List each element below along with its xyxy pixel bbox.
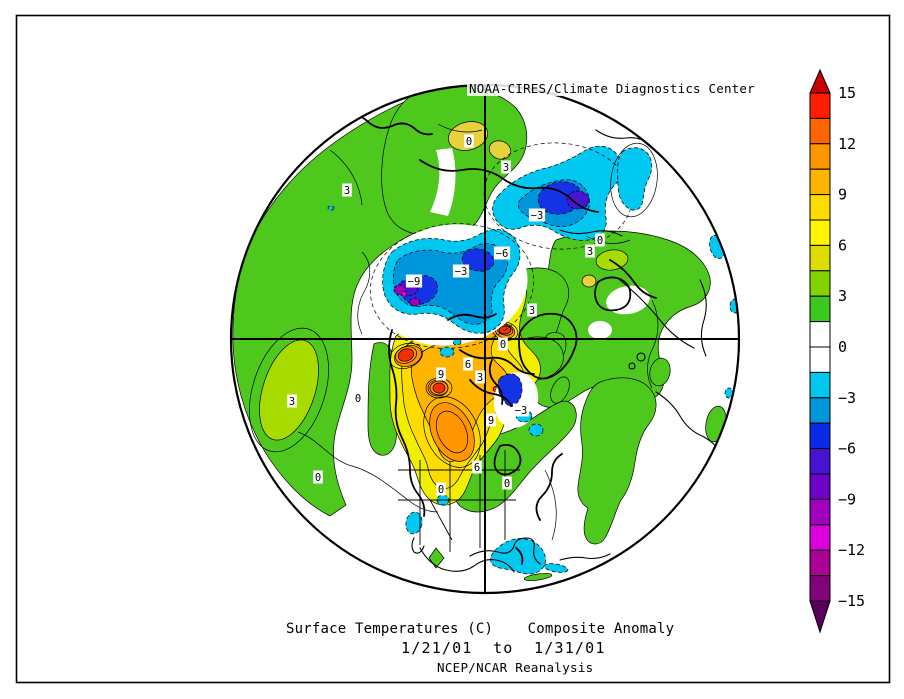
colorbar-segment [809,575,831,602]
plot-source: NCEP/NCAR Reanalysis [437,660,594,675]
colorbar-segment [809,371,831,399]
colorbar-segment [809,448,831,475]
contour-label: 0 [504,478,510,490]
colorbar-segment [809,270,831,297]
colorbar-segment [809,219,831,246]
state-borders [398,450,520,552]
contour-label-box [486,413,496,427]
contour-label: 6 [474,462,480,474]
colorbar-tick-label: 12 [838,135,856,153]
contour-label: 3 [289,396,295,408]
contour-label: −3 [515,405,528,417]
crosshair [231,85,739,593]
contour-label-box [436,367,446,381]
contour-label-box [502,476,512,490]
colorbar-segment [809,422,831,450]
contour-label: −3 [455,266,468,278]
contour-label: 3 [344,185,350,197]
credit-text: NOAA-CIRES/Climate Diagnostics Center [467,81,757,96]
colorbar-segment [809,473,831,500]
colorbar-tick-label: 3 [838,287,847,305]
contour-label: −3 [531,210,544,222]
colorbar-segment [809,92,831,119]
contour-label-box [353,391,363,405]
contour-label-box [463,357,473,371]
colorbar-arrow-down [809,600,831,634]
colorbar-segment [809,194,831,221]
colorbar-segment [809,498,831,526]
contour-label: 0 [355,393,361,405]
contour-label-box [313,470,323,484]
contour-label-box [501,160,511,174]
contour-label: 0 [597,235,603,247]
colorbar-tick-label: 6 [838,236,847,254]
colorbar-tick-label: −6 [838,440,856,458]
colorbar-tick-label: 9 [838,186,847,204]
contour-label-box [512,403,530,417]
colorbar-segment [809,117,831,145]
contour-label: 0 [500,339,506,351]
plot-title: Surface Temperatures (C) Composite Anoma… [286,621,675,637]
contour-label-box [405,274,423,288]
contour-label-box [472,460,482,474]
colorbar-segment [809,295,831,323]
contour-label-box [493,246,511,260]
colorbar-tick-label: 0 [838,338,847,356]
contour-label-box [498,337,508,351]
contour-label: 9 [488,415,494,427]
contour-label: 3 [477,372,483,384]
colorbar-tick-label: −9 [838,490,856,508]
frame-border [15,14,891,684]
contour-label: 0 [438,484,444,496]
contour-label: 3 [587,246,593,258]
contour-label: 3 [503,162,509,174]
contour-label-box [475,370,485,384]
contour-label: −9 [408,276,421,288]
colorbar-arrow-up [809,68,831,94]
colorbar-segment [809,524,831,551]
contour-label-box [595,233,605,247]
colorbar-segments [809,68,831,634]
colorbar-segment [809,549,831,577]
contour-label: 9 [438,369,444,381]
colorbar-ticks: 15 12 9 6 3 0 −3 −6 −9 −12 −15 [838,84,865,610]
contour-label: 3 [529,305,535,317]
contour-label: 0 [315,472,321,484]
contour-label-box [436,482,446,496]
colorbar-tick-label: −3 [838,389,856,407]
contour-label: 0 [466,136,472,148]
colorbar-tick-label: −12 [838,541,865,559]
colorbar-segment [809,346,831,373]
colorbar-segment [809,397,831,424]
colorbar-segment [809,244,831,272]
contour-label-box [585,244,595,258]
contour-label: −6 [496,248,509,260]
contour-label: 6 [465,359,471,371]
contour-label-box [452,264,470,278]
colorbar-segment [809,143,831,170]
colorbar-segment [809,168,831,196]
colorbar-tick-label: −15 [838,592,865,610]
contour-label-box [342,183,352,197]
contour-label-box [464,134,474,148]
contour-label-box [287,394,297,408]
plot-date-range: 1/21/01 to 1/31/01 [401,639,606,657]
colorbar: 15 12 9 6 3 0 −3 −6 −9 −12 −15 [809,68,865,634]
contour-label-box [527,303,537,317]
colorbar-segment [809,321,831,348]
colorbar-tick-label: 15 [838,84,856,102]
contour-label-box [528,208,546,222]
